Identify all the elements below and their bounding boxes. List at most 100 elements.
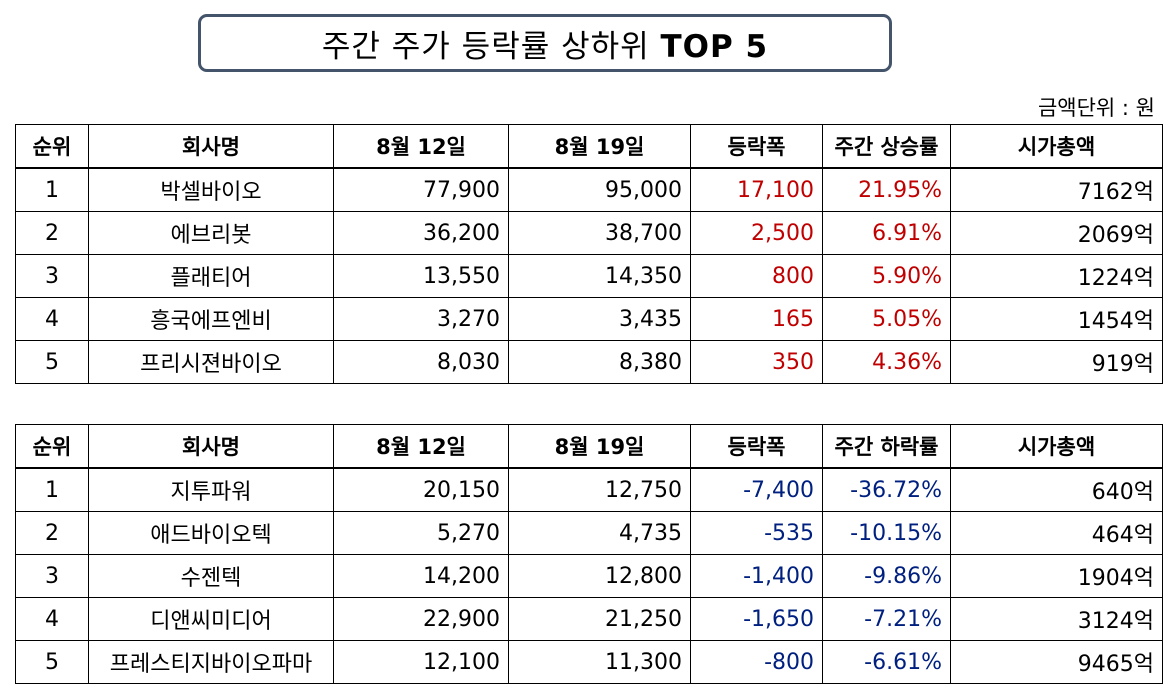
header-company: 회사명 (88, 124, 334, 169)
rank-cell: 4 (15, 597, 89, 641)
table-row: 2 애드바이오텍 5,270 4,735 -535 -10.15% 464억 (15, 511, 1163, 555)
market-cap-cell: 1454억 (950, 297, 1163, 341)
rank-cell: 4 (15, 297, 89, 341)
title-box: 주간 주가 등락률 상하위 TOP 5 (198, 14, 892, 72)
price-cell: 12,750 (508, 467, 691, 512)
market-cap-cell: 3124억 (950, 597, 1163, 641)
change-cell: 2,500 (690, 211, 823, 255)
header-row: 순위 회사명 8월 12일 8월 19일 등락폭 주간 상승률 시가총액 (15, 124, 1163, 169)
page-title: 주간 주가 등락률 상하위 TOP 5 (322, 21, 768, 66)
header-date-2: 8월 19일 (508, 424, 691, 469)
rank-cell: 3 (15, 254, 89, 298)
price-cell: 13,550 (333, 254, 509, 298)
table-row: 2 에브리봇 36,200 38,700 2,500 6.91% 2069억 (15, 211, 1163, 255)
header-market-cap: 시가총액 (950, 124, 1163, 169)
price-cell: 8,380 (508, 340, 691, 384)
table-row: 1 박셀바이오 77,900 95,000 17,100 21.95% 7162… (15, 167, 1163, 212)
header-row: 순위 회사명 8월 12일 8월 19일 등락폭 주간 하락률 시가총액 (15, 424, 1163, 469)
table-row: 3 플래티어 13,550 14,350 800 5.90% 1224억 (15, 254, 1163, 298)
header-rate: 주간 상승률 (822, 124, 951, 169)
rank-cell: 2 (15, 511, 89, 555)
header-date-1: 8월 12일 (333, 124, 509, 169)
company-cell: 프레스티지바이오파마 (88, 640, 334, 684)
rank-cell: 5 (15, 340, 89, 384)
price-cell: 11,300 (508, 640, 691, 684)
rate-cell: -9.86% (822, 554, 951, 598)
change-cell: -1,400 (690, 554, 823, 598)
unit-label: 금액단위 : 원 (1037, 96, 1155, 120)
price-cell: 36,200 (333, 211, 509, 255)
market-cap-cell: 7162억 (950, 167, 1163, 212)
header-change: 등락폭 (690, 124, 823, 169)
market-cap-cell: 1904억 (950, 554, 1163, 598)
rank-cell: 1 (15, 167, 89, 212)
price-cell: 22,900 (333, 597, 509, 641)
header-rank: 순위 (15, 124, 89, 169)
price-cell: 12,800 (508, 554, 691, 598)
price-cell: 8,030 (333, 340, 509, 384)
change-cell: 800 (690, 254, 823, 298)
rank-cell: 2 (15, 211, 89, 255)
price-cell: 3,270 (333, 297, 509, 341)
header-change: 등락폭 (690, 424, 823, 469)
header-date-2: 8월 19일 (508, 124, 691, 169)
rank-cell: 5 (15, 640, 89, 684)
header-date-1: 8월 12일 (333, 424, 509, 469)
market-cap-cell: 2069억 (950, 211, 1163, 255)
rate-cell: 21.95% (822, 167, 951, 212)
header-company: 회사명 (88, 424, 334, 469)
company-cell: 디앤씨미디어 (88, 597, 334, 641)
price-cell: 77,900 (333, 167, 509, 212)
change-cell: 350 (690, 340, 823, 384)
market-cap-cell: 1224억 (950, 254, 1163, 298)
price-cell: 5,270 (333, 511, 509, 555)
company-cell: 지투파워 (88, 467, 334, 512)
title-prefix: 주간 주가 등락률 상하위 (321, 28, 650, 65)
title-suffix: TOP 5 (660, 28, 769, 65)
rate-cell: -36.72% (822, 467, 951, 512)
price-cell: 14,200 (333, 554, 509, 598)
price-cell: 20,150 (333, 467, 509, 512)
price-cell: 21,250 (508, 597, 691, 641)
price-cell: 4,735 (508, 511, 691, 555)
table-row: 5 프레스티지바이오파마 12,100 11,300 -800 -6.61% 9… (15, 640, 1163, 684)
rate-cell: 4.36% (822, 340, 951, 384)
table-row: 5 프리시젼바이오 8,030 8,380 350 4.36% 919억 (15, 340, 1163, 384)
company-cell: 에브리봇 (88, 211, 334, 255)
header-rate: 주간 하락률 (822, 424, 951, 469)
change-cell: 17,100 (690, 167, 823, 212)
rank-cell: 3 (15, 554, 89, 598)
price-cell: 12,100 (333, 640, 509, 684)
company-cell: 박셀바이오 (88, 167, 334, 212)
rate-cell: 6.91% (822, 211, 951, 255)
rising-stocks-table: 순위 회사명 8월 12일 8월 19일 등락폭 주간 상승률 시가총액 1 박… (15, 124, 1163, 384)
market-cap-cell: 9465억 (950, 640, 1163, 684)
price-cell: 95,000 (508, 167, 691, 212)
rate-cell: -6.61% (822, 640, 951, 684)
change-cell: -1,650 (690, 597, 823, 641)
market-cap-cell: 919억 (950, 340, 1163, 384)
header-rank: 순위 (15, 424, 89, 469)
rate-cell: -10.15% (822, 511, 951, 555)
table-row: 4 디앤씨미디어 22,900 21,250 -1,650 -7.21% 312… (15, 597, 1163, 641)
company-cell: 수젠텍 (88, 554, 334, 598)
market-cap-cell: 640억 (950, 467, 1163, 512)
falling-stocks-table: 순위 회사명 8월 12일 8월 19일 등락폭 주간 하락률 시가총액 1 지… (15, 424, 1163, 684)
price-cell: 14,350 (508, 254, 691, 298)
price-cell: 38,700 (508, 211, 691, 255)
rank-cell: 1 (15, 467, 89, 512)
table-row: 1 지투파워 20,150 12,750 -7,400 -36.72% 640억 (15, 467, 1163, 512)
company-cell: 애드바이오텍 (88, 511, 334, 555)
change-cell: -535 (690, 511, 823, 555)
rate-cell: 5.05% (822, 297, 951, 341)
market-cap-cell: 464억 (950, 511, 1163, 555)
change-cell: 165 (690, 297, 823, 341)
table-row: 3 수젠텍 14,200 12,800 -1,400 -9.86% 1904억 (15, 554, 1163, 598)
header-market-cap: 시가총액 (950, 424, 1163, 469)
change-cell: -800 (690, 640, 823, 684)
price-cell: 3,435 (508, 297, 691, 341)
company-cell: 흥국에프엔비 (88, 297, 334, 341)
rate-cell: 5.90% (822, 254, 951, 298)
change-cell: -7,400 (690, 467, 823, 512)
rate-cell: -7.21% (822, 597, 951, 641)
